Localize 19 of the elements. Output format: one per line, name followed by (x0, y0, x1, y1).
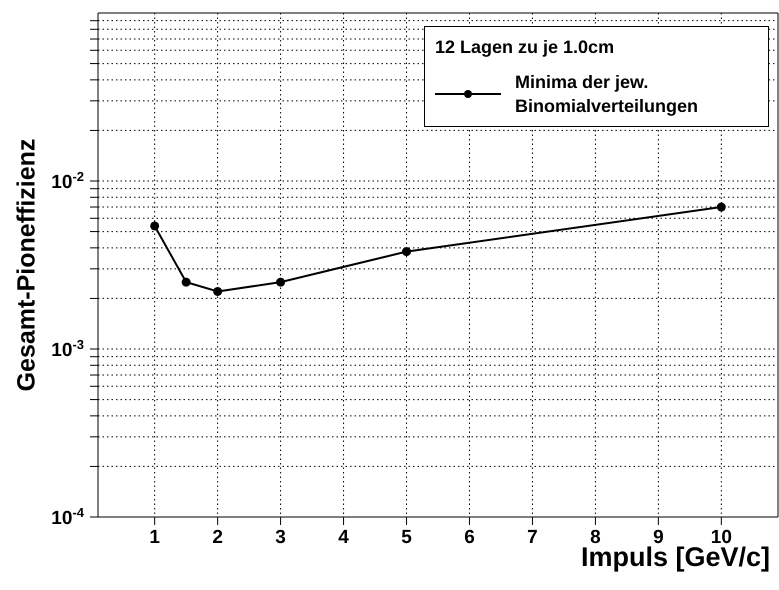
y-tick-label: 10$^{-3}$ (51, 336, 84, 361)
x-tick-label: 6 (464, 527, 475, 548)
x-tick-label: 2 (212, 527, 223, 548)
y-tick-label: 10$^{-4}$ (51, 504, 85, 529)
x-tick-label: 5 (401, 527, 412, 548)
x-tick-label: 3 (275, 527, 286, 548)
legend-label: Minima der jew. Binomialverteilungen (515, 71, 700, 118)
point (402, 247, 412, 256)
point (276, 278, 286, 287)
y-axis-title: Gesamt-Pioneffizienz (12, 138, 41, 392)
x-tick-label: 7 (527, 527, 538, 548)
y-tick-label: 10$^{-2}$ (51, 168, 84, 193)
point (182, 278, 191, 287)
x-tick-label: 4 (338, 527, 350, 548)
point (716, 202, 726, 212)
legend-title: 12 Lagen zu je 1.0cm (435, 37, 616, 58)
x-tick-label: 1 (149, 527, 160, 548)
point (150, 221, 160, 230)
point (213, 286, 222, 296)
